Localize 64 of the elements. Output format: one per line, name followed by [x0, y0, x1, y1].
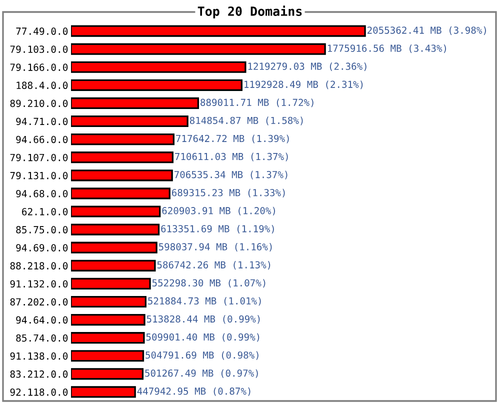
data-label: 504791.69 MB (0.98%)	[146, 351, 258, 360]
bar	[71, 260, 156, 272]
bar	[71, 368, 144, 380]
bar	[71, 25, 366, 37]
y-tick-label: 188.4.0.0	[16, 82, 68, 90]
bar	[71, 97, 200, 110]
y-tick-label: 79.166.0.0	[10, 64, 68, 71]
bar	[71, 188, 170, 200]
bar	[71, 152, 174, 164]
data-label: 620903.91 MB (1.20%)	[162, 206, 275, 216]
data-label: 1775916.56 MB (3.43%)	[328, 44, 446, 54]
y-tick-label: 94.66.0.0	[16, 136, 68, 144]
y-tick-label: 92.118.0.0	[10, 388, 68, 396]
data-label: 509901.40 MB (0.99%)	[146, 333, 260, 342]
bar	[71, 79, 242, 91]
data-label: 717642.72 MB (1.39%)	[176, 134, 289, 144]
y-tick-label: 79.131.0.0	[10, 172, 68, 180]
data-label: 706535.34 MB (1.37%)	[174, 170, 288, 180]
y-tick-label: 88.218.0.0	[10, 262, 68, 270]
data-label: 521884.73 MB (1.01%)	[148, 297, 261, 306]
bar	[71, 296, 146, 308]
y-tick-label: 94.69.0.0	[16, 244, 68, 252]
data-label: 1219279.03 MB (2.36%)	[248, 62, 366, 72]
data-label: 447942.95 MB (0.87%)	[137, 387, 250, 396]
data-label: 814854.87 MB (1.58%)	[190, 116, 303, 126]
bar	[71, 134, 174, 146]
data-label: 889011.71 MB (1.72%)	[200, 98, 314, 108]
data-label: 513828.44 MB (0.99%)	[146, 315, 260, 324]
data-label: 689315.23 MB (1.33%)	[172, 188, 285, 198]
bar	[71, 224, 160, 236]
y-tick-label: 85.74.0.0	[16, 334, 68, 342]
y-tick-label: 79.107.0.0	[10, 154, 68, 162]
y-tick-label: 94.64.0.0	[16, 316, 68, 324]
chart-title: Top 20 Domains	[198, 6, 302, 18]
y-tick-label: 91.138.0.0	[10, 352, 68, 360]
bar	[71, 314, 146, 326]
bar	[71, 242, 158, 254]
bar	[71, 350, 144, 362]
bar	[71, 206, 161, 218]
bar	[71, 278, 151, 290]
bar	[71, 61, 246, 73]
data-label: 552298.30 MB (1.07%)	[152, 279, 266, 288]
y-tick-label: 94.68.0.0	[16, 190, 68, 198]
y-tick-label: 91.132.0.0	[10, 280, 68, 288]
bar	[71, 115, 188, 128]
bar	[71, 386, 136, 398]
y-tick-label: 79.103.0.0	[10, 46, 68, 53]
data-label: 586742.26 MB (1.13%)	[157, 261, 270, 270]
bar	[71, 170, 173, 182]
bar	[71, 332, 145, 344]
bar	[71, 43, 326, 55]
data-label: 1192928.49 MB (2.31%)	[244, 80, 363, 90]
y-tick-label: 62.1.0.0	[22, 208, 68, 216]
data-label: 501267.49 MB (0.97%)	[145, 369, 258, 378]
y-tick-label: 85.75.0.0	[16, 226, 68, 234]
data-label: 613351.69 MB (1.19%)	[161, 224, 274, 234]
data-label: 2055362.41 MB (3.98%)	[368, 26, 486, 35]
data-label: 598037.94 MB (1.16%)	[158, 242, 272, 252]
y-tick-label: 94.71.0.0	[16, 118, 68, 126]
y-tick-label: 87.202.0.0	[10, 298, 68, 306]
y-tick-label: 77.49.0.0	[16, 28, 68, 35]
y-tick-label: 83.212.0.0	[10, 370, 68, 378]
y-tick-label: 89.210.0.0	[10, 100, 68, 108]
data-label: 710611.03 MB (1.37%)	[175, 152, 288, 162]
